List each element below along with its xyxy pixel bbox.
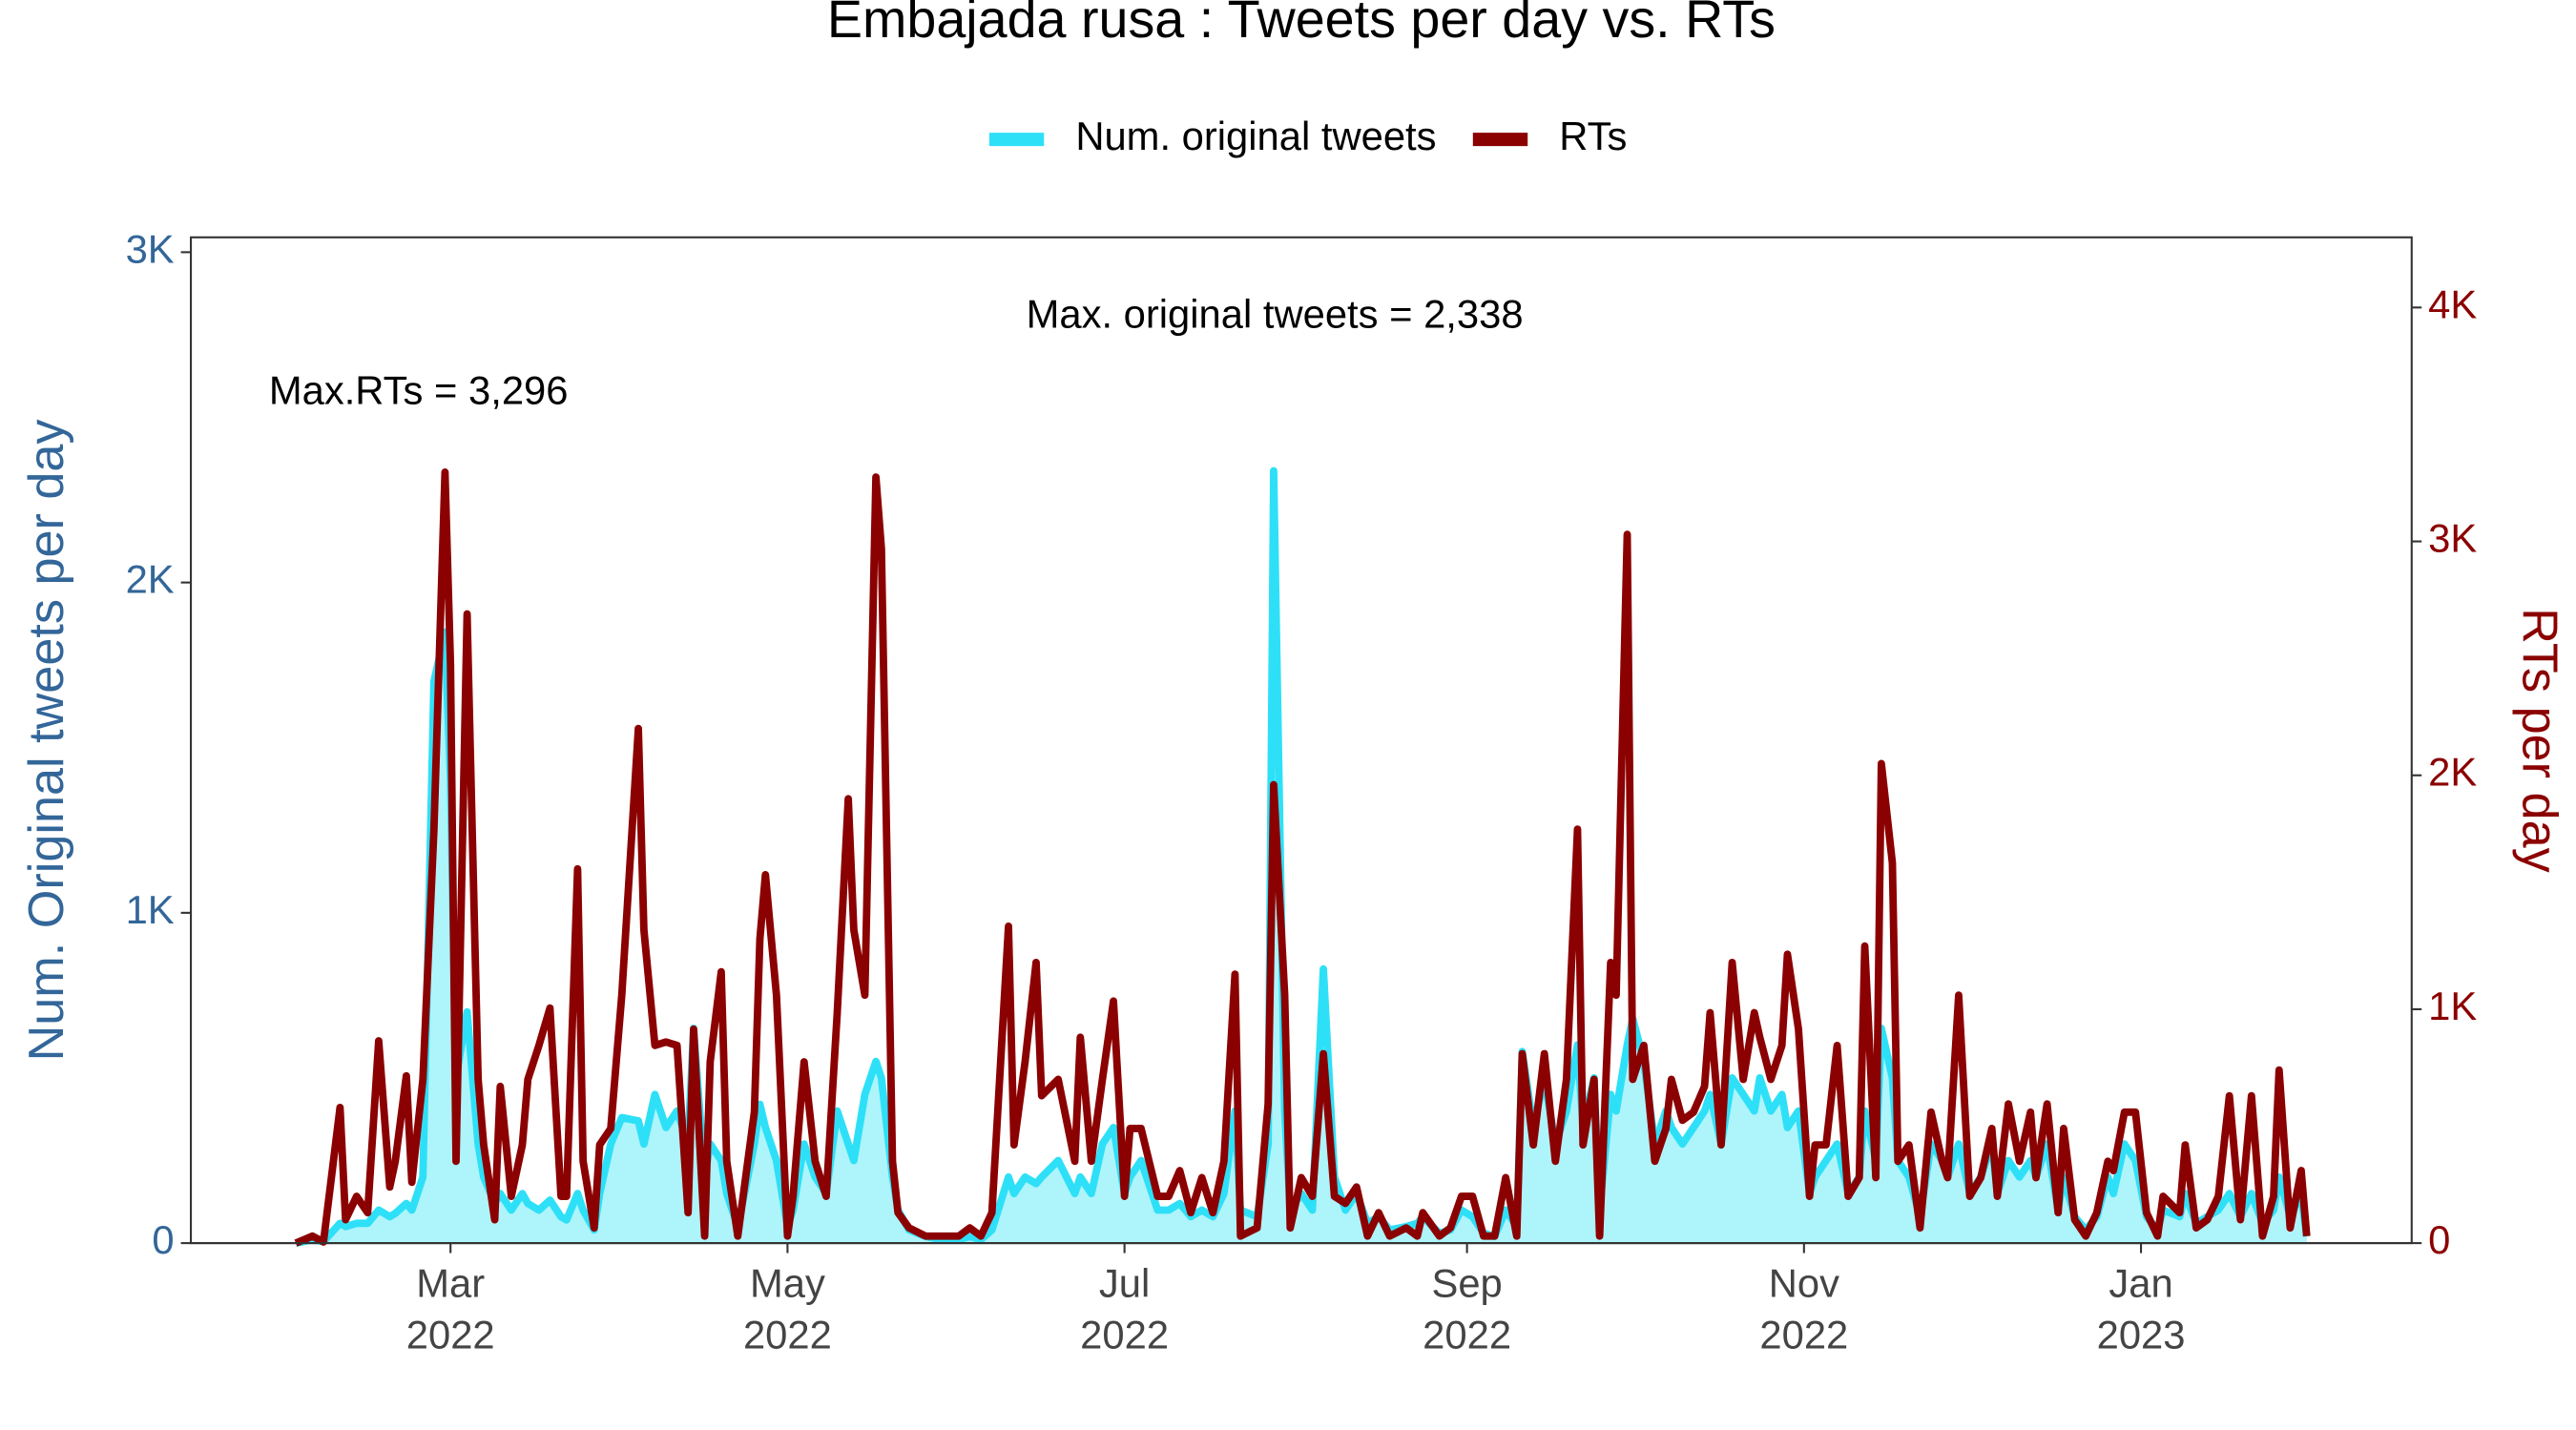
- y-tick-label: 3K: [126, 226, 175, 271]
- annotation: Max.RTs = 3,296: [269, 367, 569, 412]
- x-tick-label: Mar 2022: [406, 1260, 495, 1357]
- y-tick-label: 0: [152, 1217, 174, 1262]
- y2-tick-label: 2K: [2428, 750, 2477, 795]
- y-tick-label: 1K: [126, 887, 175, 932]
- x-tick-label: May 2022: [743, 1260, 832, 1357]
- legend-label: RTs: [1559, 114, 1627, 158]
- chart-title: Embajada rusa : Tweets per day vs. RTs: [827, 0, 1776, 49]
- line: [294, 468, 2311, 1247]
- y2-tick-label: 1K: [2428, 984, 2477, 1028]
- y2-tick-label: 3K: [2428, 516, 2477, 561]
- y2-tick-label: 0: [2428, 1217, 2450, 1262]
- x-tick-label: Sep 2022: [1423, 1260, 1511, 1357]
- y-axis-label: Num. Original tweets per day: [19, 419, 74, 1061]
- x-tick-label: Jul 2022: [1080, 1260, 1169, 1357]
- y2-axis-label: RTs per day: [2511, 608, 2566, 873]
- annotation: Max. original tweets = 2,338: [1027, 291, 1524, 336]
- y-tick-label: 2K: [126, 557, 175, 602]
- y2-tick-label: 4K: [2428, 281, 2477, 326]
- x-tick-label: Nov 2022: [1759, 1260, 1848, 1357]
- legend: Num. original tweets RTs: [988, 114, 1627, 158]
- legend-label: Num. original tweets: [1075, 114, 1436, 158]
- x-tick-label: Jan 2023: [2097, 1260, 2186, 1357]
